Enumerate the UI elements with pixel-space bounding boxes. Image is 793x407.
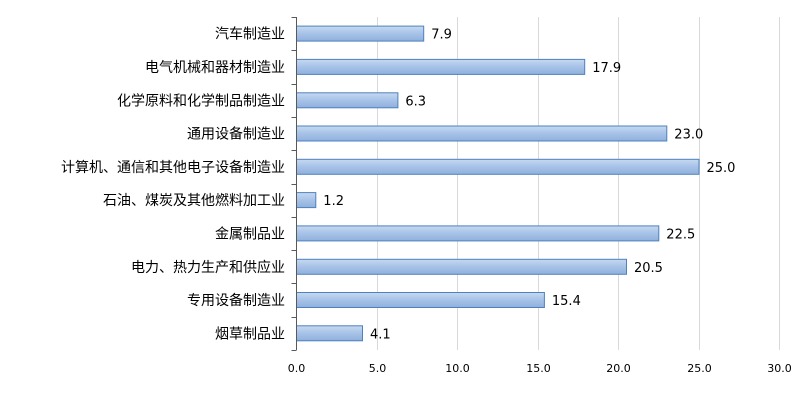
axes xyxy=(291,17,297,351)
x-tick-label: 20.0 xyxy=(606,362,631,375)
category-label: 金属制品业 xyxy=(215,226,285,242)
bar xyxy=(296,158,700,175)
bar xyxy=(296,58,586,75)
category-label: 石油、煤炭及其他燃料加工业 xyxy=(103,192,285,209)
data-label: 15.4 xyxy=(552,294,581,309)
category-label: 专用设备制造业 xyxy=(187,292,285,309)
data-label: 1.2 xyxy=(323,194,344,209)
category-label: 电气机械和器材制造业 xyxy=(145,60,285,76)
data-label: 22.5 xyxy=(666,227,695,242)
data-label: 25.0 xyxy=(707,161,736,176)
data-label: 7.9 xyxy=(431,28,452,43)
bar xyxy=(296,292,545,308)
data-label: 23.0 xyxy=(674,128,703,143)
bar xyxy=(296,125,668,142)
bar xyxy=(296,225,660,242)
category-label: 烟草制品业 xyxy=(215,326,285,342)
labels: 0.0 5.0 10.0 15.0 20.0 25.0 30.0 汽车制造业 7.9 电气机械和器… xyxy=(61,26,792,375)
category-label: 汽车制造业 xyxy=(215,26,285,43)
bar xyxy=(296,92,399,109)
category-label: 计算机、通信和其他电子设备制造业 xyxy=(61,159,285,176)
data-label: 20.5 xyxy=(634,261,663,276)
data-label: 17.9 xyxy=(592,61,621,76)
data-label: 6.3 xyxy=(405,94,426,109)
x-tick-label: 10.0 xyxy=(445,362,470,375)
x-tick-label: 0.0 xyxy=(288,362,306,375)
x-tick-label: 25.0 xyxy=(687,362,712,375)
bar xyxy=(296,258,627,275)
x-tick-label: 15.0 xyxy=(526,362,551,375)
category-label: 电力、热力生产和供应业 xyxy=(131,259,285,276)
data-label: 4.1 xyxy=(370,327,391,342)
bar xyxy=(296,192,317,209)
bar xyxy=(296,325,363,342)
x-tick-label: 30.0 xyxy=(767,362,792,375)
x-tick-label: 5.0 xyxy=(369,362,387,375)
category-label: 化学原料和化学制品制造业 xyxy=(117,93,285,109)
category-label: 通用设备制造业 xyxy=(187,126,285,143)
bar xyxy=(296,25,425,42)
bars xyxy=(296,25,700,342)
